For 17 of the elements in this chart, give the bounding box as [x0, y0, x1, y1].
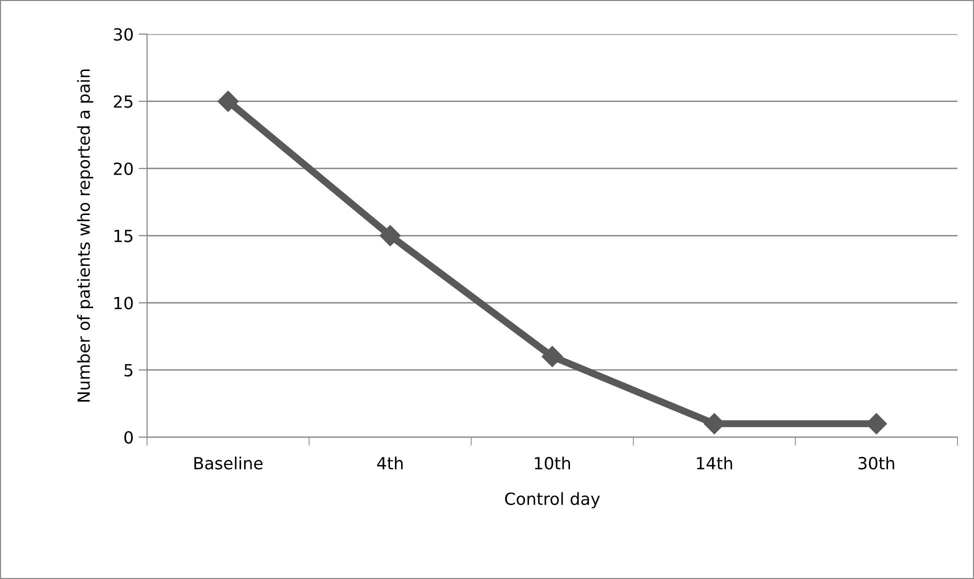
y-tick-label: 0	[124, 431, 133, 444]
point	[542, 346, 563, 368]
x-tick-label: Baseline	[194, 456, 263, 470]
y-tick-label: 10	[114, 296, 133, 310]
y-tick-label: 30	[114, 28, 133, 41]
x-tick-label: 4th	[377, 456, 403, 470]
point	[380, 225, 401, 246]
y-tick-label: 15	[114, 230, 132, 242]
y-tick-label: 20	[114, 162, 133, 176]
x-axis-title: Control day	[505, 492, 600, 508]
x-tick-label: 30th	[858, 456, 894, 470]
y-tick-label: 25	[114, 95, 132, 108]
x-tick-label: 10th	[534, 456, 570, 470]
x-tick-label: 14th	[697, 456, 732, 470]
y-axis-title: Number of patients who reported a pain	[77, 70, 94, 402]
point	[218, 90, 239, 112]
y-tick-label: 5	[124, 364, 132, 377]
